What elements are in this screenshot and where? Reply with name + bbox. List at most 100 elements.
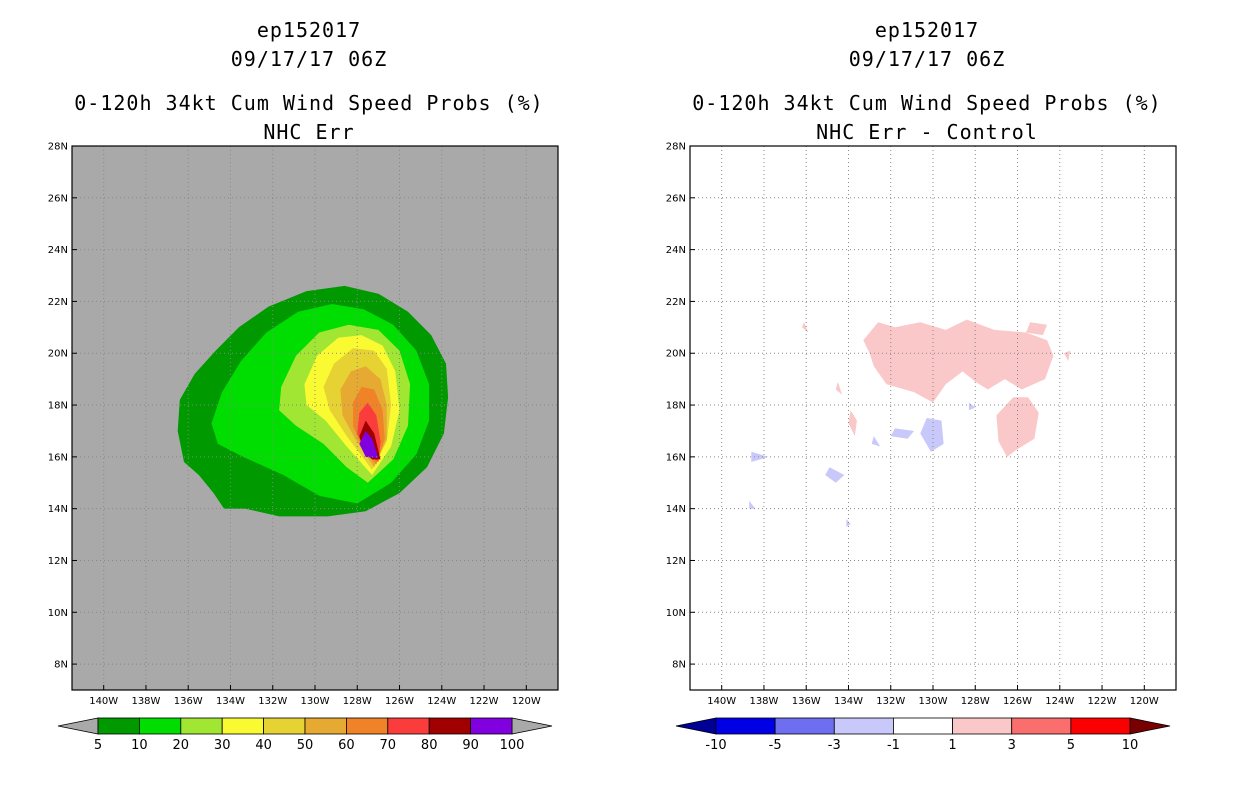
grid-layer [72,145,558,690]
y-tick-label-3: 14N [666,504,686,515]
grid-layer [690,145,1176,690]
colorbar-label-7: 70 [380,738,397,753]
y-tick-label-1: 10N [666,608,686,619]
y-tick-label-10: 28N [48,142,68,153]
x-tick-label-2: 136W [174,696,203,707]
y-tick-label-5: 18N [666,401,686,412]
y-tick-label-9: 26N [48,193,68,204]
x-tick-label-1: 138W [131,696,160,707]
y-tick-label-1: 10N [48,608,68,619]
colorbar-over-triangle [1129,717,1171,735]
y-tick-label-0: 8N [672,660,686,671]
colorbar: 5 10 20 30 40 50 60 70 80 90 100 [57,717,553,753]
x-tick-label-5: 130W [301,696,330,707]
colorbar-label-0: 5 [94,738,102,753]
contour-1-region-0 [863,319,1054,403]
colorbar-over-triangle [511,717,553,735]
x-tick-label-10: 120W [512,696,541,707]
contour-neg1-region-8 [890,428,914,439]
colorbar: -10 -5 -3 -1 1 3 5 10 [675,717,1171,753]
colorbar-swatch-6 [1070,717,1131,735]
x-tick-label-5: 130W [919,696,948,707]
colorbar-swatch-5 [1011,717,1072,735]
colorbar-label-2: -3 [828,738,841,753]
colorbar-under-triangle [675,717,717,735]
colorbar-swatch-4 [952,717,1013,735]
colorbar-label-5: 3 [1008,738,1016,753]
colorbar-swatch-2 [180,717,223,735]
contour-90-region-9 [359,431,379,459]
x-tick-label-8: 124W [1045,696,1074,707]
contour-1-region-1 [996,397,1039,457]
contour-neg1-region-12 [749,500,756,509]
y-tick-label-10: 28N [666,142,686,153]
contour-neg1-region-11 [751,451,769,462]
y-tick-label-7: 22N [666,297,686,308]
y-tick-label-8: 24N [666,245,686,256]
colorbar-label-5: 50 [297,738,314,753]
title-subtitle: NHC Err [263,120,355,144]
contour-neg1-region-10 [825,467,845,483]
y-tick-label-6: 20N [48,349,68,360]
contour-1-region-5 [802,322,809,333]
right-panel: ep152017 09/17/17 06Z 0-120h 34kt Cum Wi… [618,0,1236,800]
colorbar-label-6: 5 [1067,738,1075,753]
y-tick-label-3: 14N [48,504,68,515]
x-tick-label-9: 122W [1088,696,1117,707]
colorbar-swatch-1 [138,717,182,735]
colorbar-swatch-6 [345,717,389,735]
colorbar-swatch-3 [893,717,953,735]
colorbar-label-0: -10 [705,738,726,753]
colorbar-label-4: 1 [948,738,956,753]
contour-neg1-region-9 [871,436,881,447]
contour-1-region-2 [1026,322,1048,336]
y-tick-label-4: 16N [48,452,68,463]
contour-1-region-4 [835,381,843,395]
colorbar-label-2: 20 [173,738,190,753]
colorbar-label-1: 10 [131,738,148,753]
x-tick-label-3: 134W [216,696,245,707]
x-tick-label-4: 132W [258,696,287,707]
colorbar-label-7: 10 [1122,738,1139,753]
x-tick-label-0: 140W [89,696,118,707]
contour-1-region-3 [848,410,857,437]
contour-1-region-6 [1064,350,1071,361]
colorbar-swatch-2 [833,717,894,735]
colorbar-under-triangle [57,717,99,735]
x-tick-label-0: 140W [707,696,736,707]
y-tick-label-7: 22N [48,297,68,308]
colorbar-label-1: -5 [769,738,782,753]
right-chart: 140W 138W 136W 134W 132W 130W 128W 126W 124W 122W… [666,142,1177,753]
contour-layer [177,285,449,517]
y-tick-label-4: 16N [666,452,686,463]
colorbar-swatch-7 [387,717,430,735]
y-tick-label-6: 20N [666,349,686,360]
colorbar-label-4: 40 [255,738,272,753]
y-tick-label-5: 18N [48,401,68,412]
colorbar-swatch-4 [263,717,306,735]
colorbar-swatch-3 [221,717,264,735]
colorbar-label-6: 60 [338,738,355,753]
contour-layer [749,319,1071,527]
colorbar-swatch-0 [97,717,140,735]
x-tick-label-2: 136W [792,696,821,707]
colorbar-swatch-8 [428,717,472,735]
y-tick-label-0: 8N [54,660,68,671]
x-tick-label-9: 122W [470,696,499,707]
left-chart: 140W 138W 136W 134W 132W 130W 128W 126W 124W 122W… [48,142,559,753]
colorbar-label-9: 90 [462,738,479,753]
y-tick-label-2: 12N [666,556,686,567]
x-tick-label-8: 124W [427,696,456,707]
x-tick-label-3: 134W [834,696,863,707]
y-tick-label-8: 24N [48,245,68,256]
x-tick-label-4: 132W [876,696,905,707]
contour-neg1-region-7 [920,418,944,452]
colorbar-swatch-1 [774,717,835,735]
x-tick-label-1: 138W [749,696,778,707]
title-product: 0-120h 34kt Cum Wind Speed Probs (%) [692,91,1162,115]
title-subtitle: NHC Err - Control [816,120,1038,144]
title-datetime: 09/17/17 06Z [230,47,388,71]
colorbar-label-10: 100 [500,738,525,753]
title-storm-id: ep152017 [256,18,362,42]
y-tick-label-2: 12N [48,556,68,567]
